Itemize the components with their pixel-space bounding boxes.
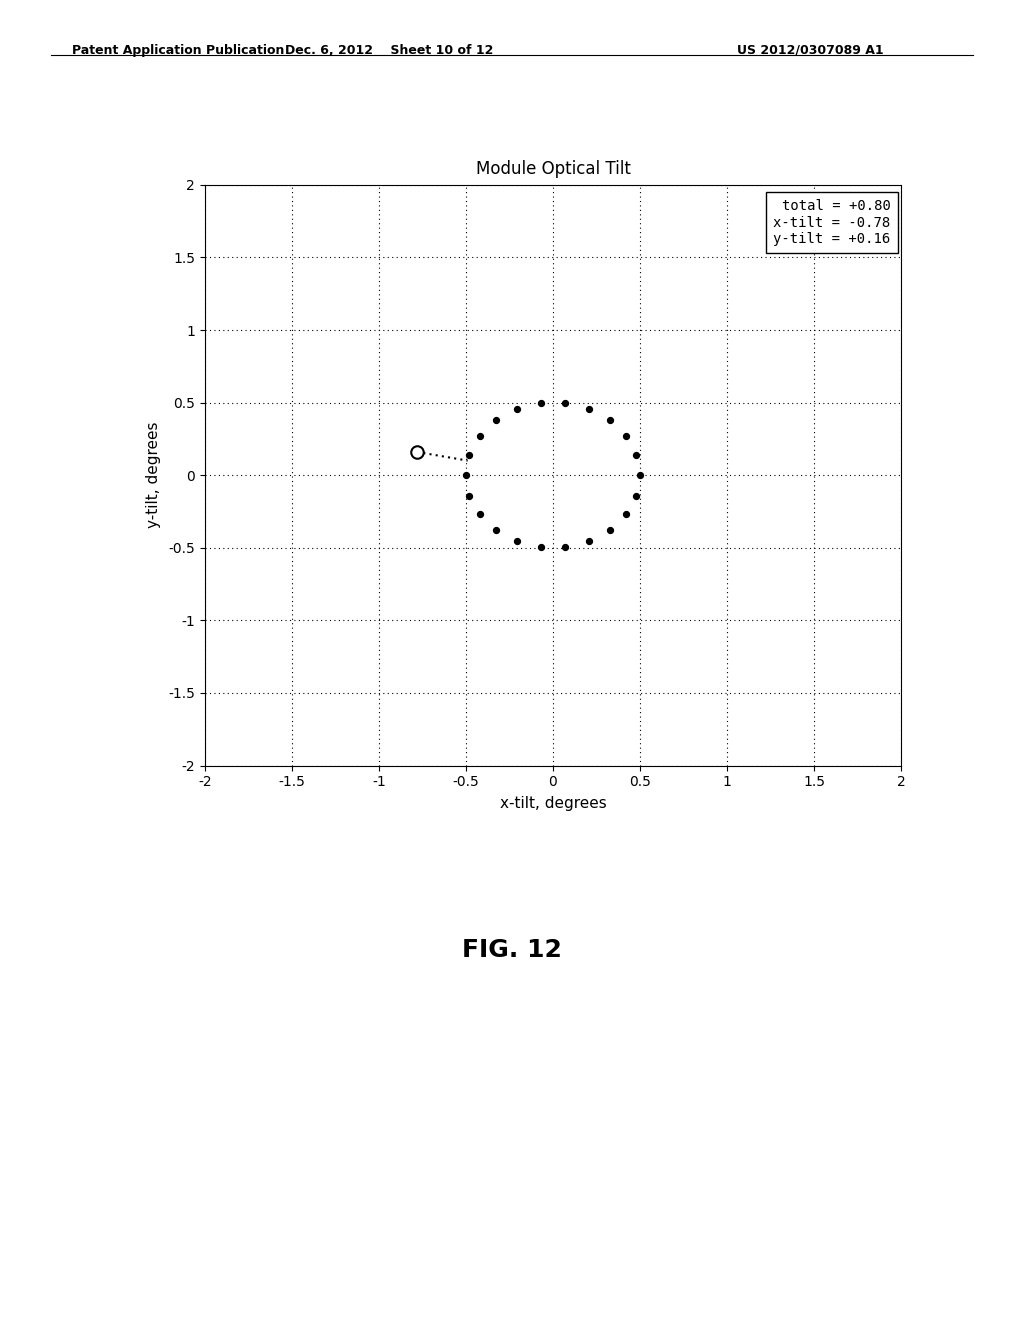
Point <box>632 465 648 486</box>
Point <box>461 484 477 506</box>
Y-axis label: y-tilt, degrees: y-tilt, degrees <box>146 422 161 528</box>
Point <box>581 399 597 420</box>
Point <box>629 484 645 506</box>
X-axis label: x-tilt, degrees: x-tilt, degrees <box>500 796 606 812</box>
Point <box>618 504 635 525</box>
Point <box>509 399 525 420</box>
Text: total = +0.80
x-tilt = -0.78
y-tilt = +0.16: total = +0.80 x-tilt = -0.78 y-tilt = +0… <box>773 199 891 246</box>
Point <box>487 409 504 430</box>
Point <box>581 531 597 552</box>
Point <box>557 536 573 557</box>
Point <box>458 465 474 486</box>
Text: Dec. 6, 2012    Sheet 10 of 12: Dec. 6, 2012 Sheet 10 of 12 <box>285 44 494 57</box>
Title: Module Optical Tilt: Module Optical Tilt <box>475 160 631 178</box>
Point <box>602 409 618 430</box>
Text: FIG. 12: FIG. 12 <box>462 939 562 962</box>
Point <box>629 445 645 466</box>
Point <box>602 520 618 541</box>
Point <box>461 445 477 466</box>
Point <box>557 393 573 414</box>
Point <box>471 425 487 446</box>
Point <box>487 520 504 541</box>
Text: Patent Application Publication: Patent Application Publication <box>72 44 284 57</box>
Point <box>532 536 549 557</box>
Point <box>509 531 525 552</box>
Point <box>618 425 635 446</box>
Text: US 2012/0307089 A1: US 2012/0307089 A1 <box>737 44 884 57</box>
Point <box>471 504 487 525</box>
Point <box>532 393 549 414</box>
